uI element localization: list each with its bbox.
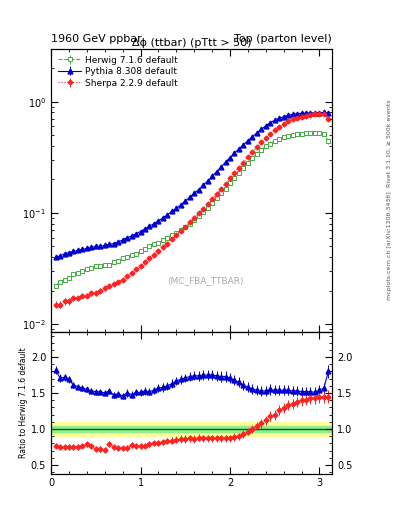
Title: Δϕ (ttbar) (pTtt > 50): Δϕ (ttbar) (pTtt > 50) (132, 38, 252, 48)
Text: Rivet 3.1.10, ≥ 500k events: Rivet 3.1.10, ≥ 500k events (387, 99, 391, 187)
Text: Top (parton level): Top (parton level) (234, 33, 332, 44)
Y-axis label: Ratio to Herwig 7.1.6 default: Ratio to Herwig 7.1.6 default (19, 348, 28, 458)
Text: 1960 GeV ppbar: 1960 GeV ppbar (51, 33, 142, 44)
Legend: Herwig 7.1.6 default, Pythia 8.308 default, Sherpa 2.2.9 default: Herwig 7.1.6 default, Pythia 8.308 defau… (55, 53, 181, 91)
Text: mcplots.cern.ch [arXiv:1306.3436]: mcplots.cern.ch [arXiv:1306.3436] (387, 191, 391, 300)
Text: (MC_FBA_TTBAR): (MC_FBA_TTBAR) (167, 276, 244, 286)
